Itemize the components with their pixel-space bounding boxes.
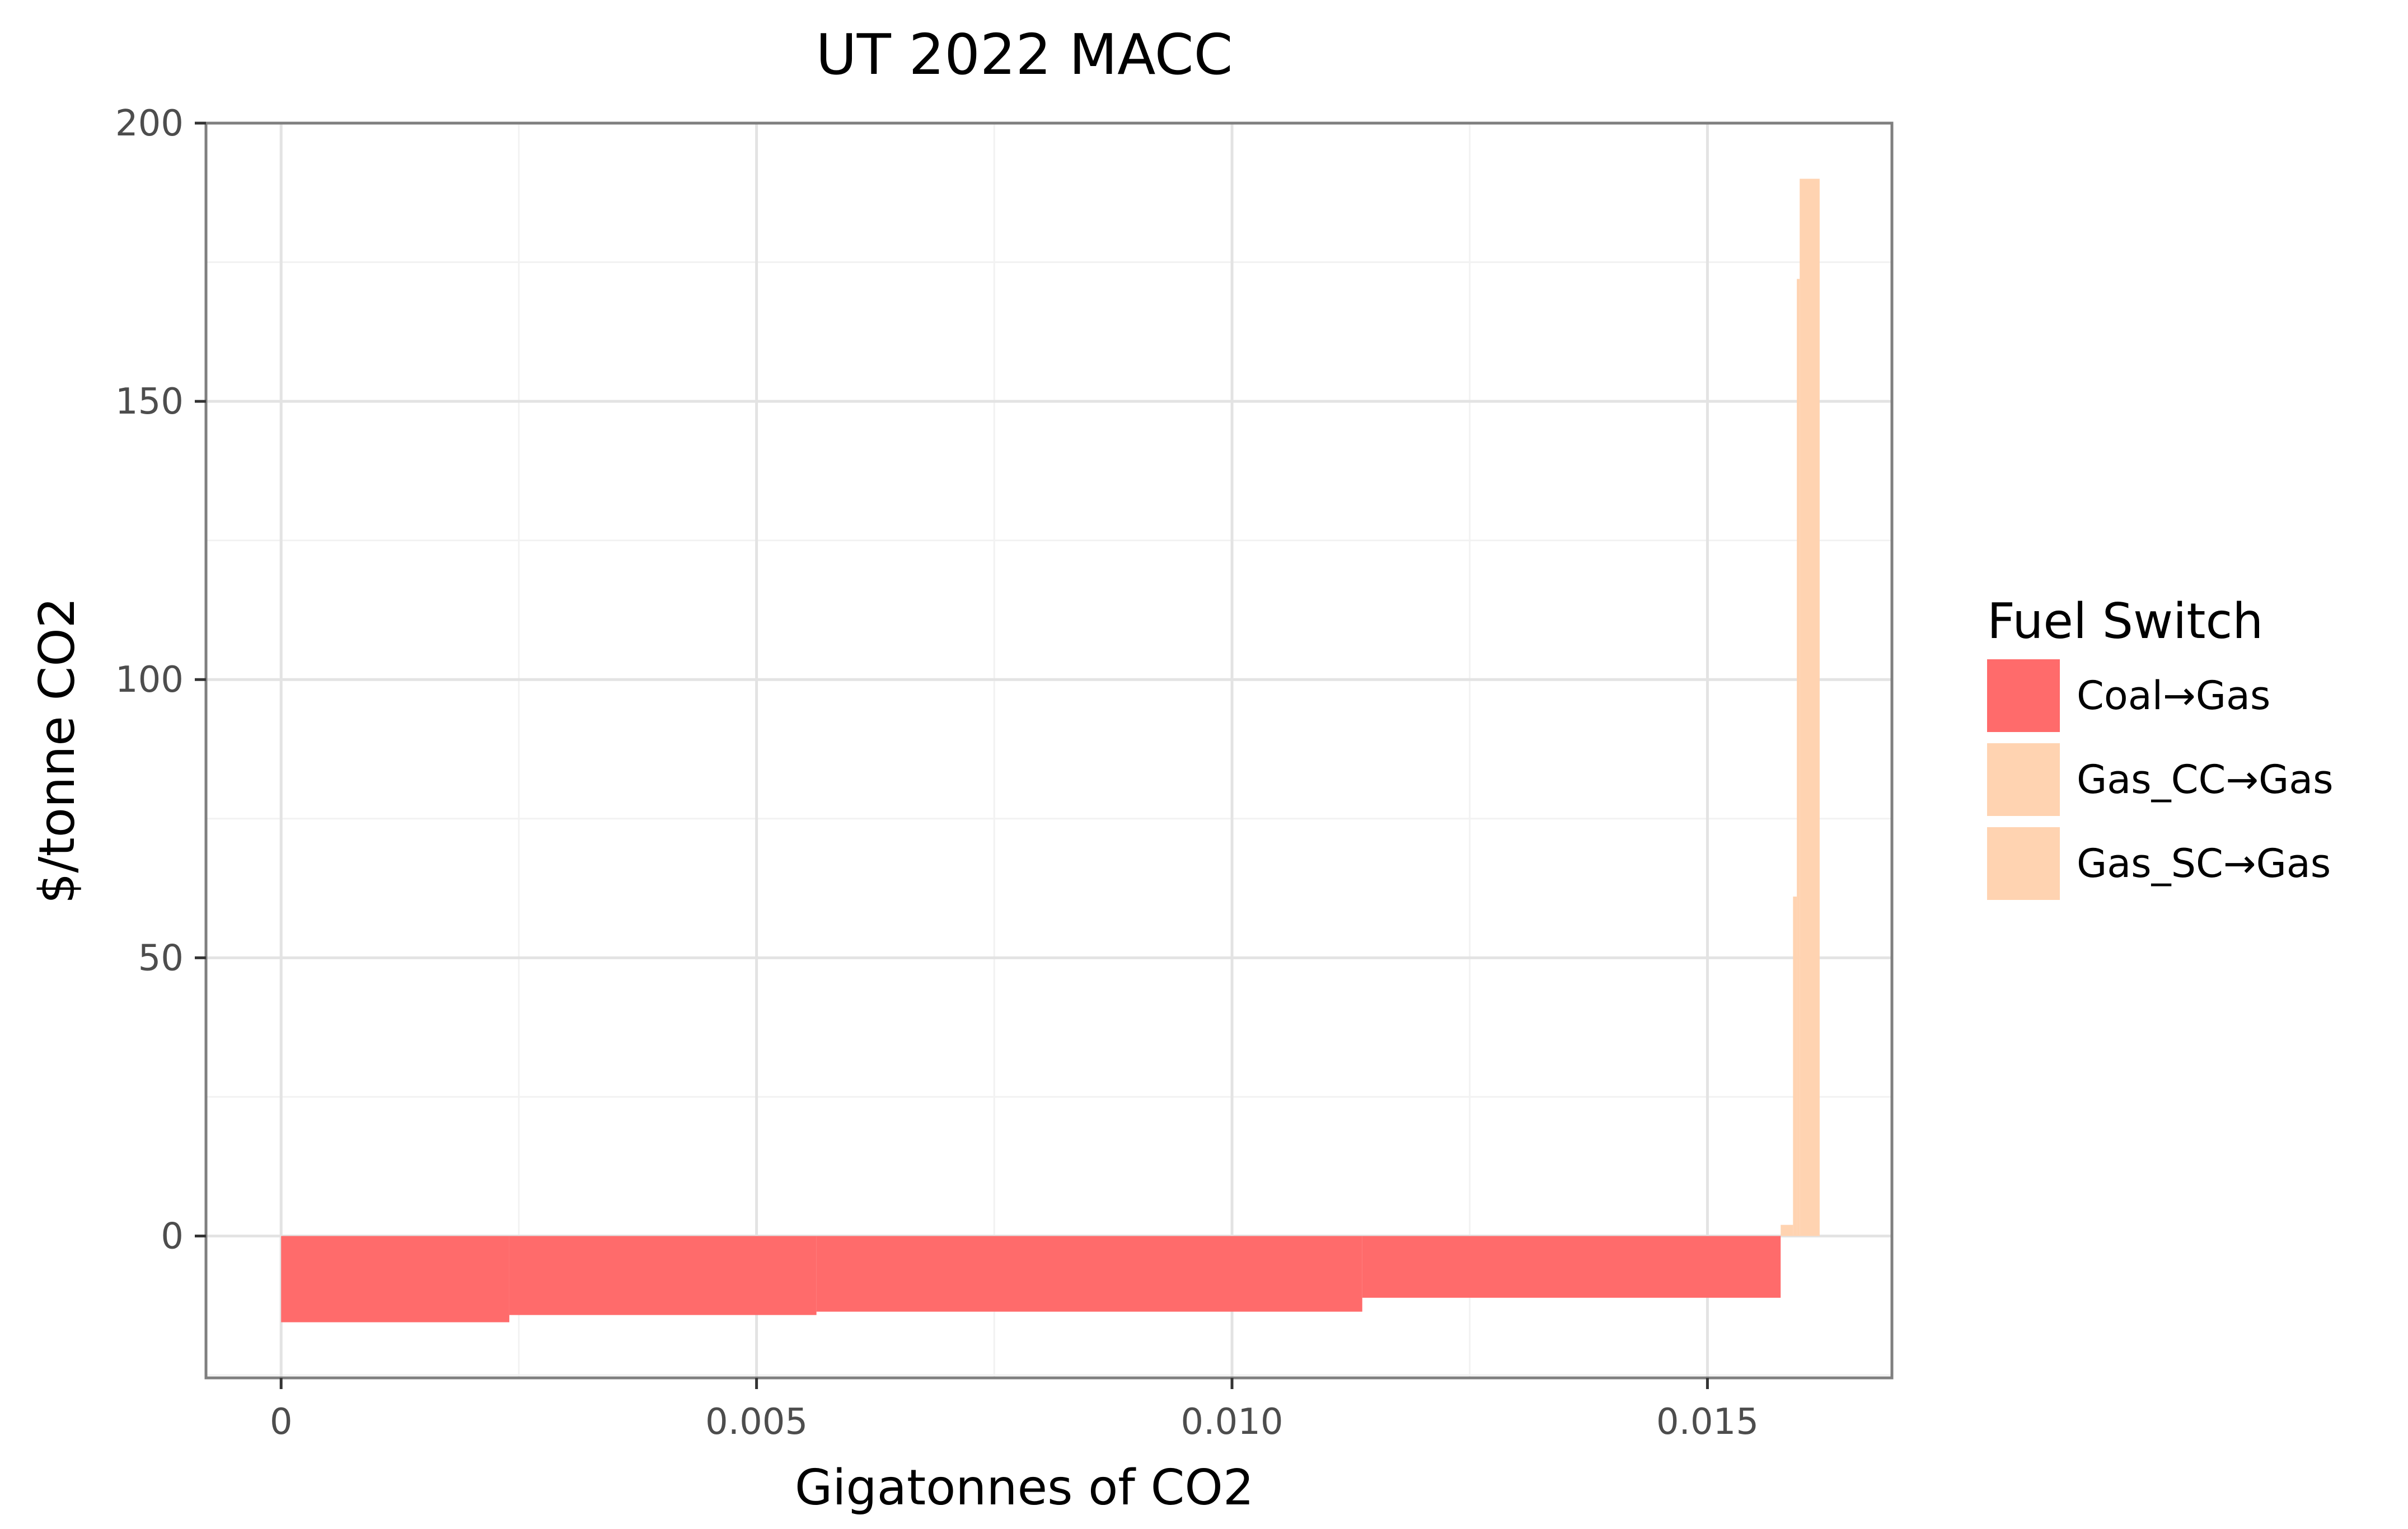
x-axis-label: Gigatonnes of CO2	[795, 1459, 1254, 1516]
legend-key	[1987, 743, 2060, 816]
bar-mark	[1793, 896, 1797, 1236]
legend-title: Fuel Switch	[1987, 593, 2263, 650]
legend: Fuel Switch Coal→Gas Gas_CC→Gas Gas_SC→Gas	[1987, 593, 2334, 900]
y-tick-label: 150	[115, 381, 184, 423]
y-axis-ticks: 0 50 100 150 200	[115, 103, 206, 1257]
bars	[281, 179, 1820, 1322]
y-tick-label: 0	[161, 1216, 184, 1257]
x-tick-label: 0	[270, 1401, 293, 1443]
legend-label: Coal→Gas	[2077, 673, 2270, 719]
bar-mark	[1781, 1225, 1793, 1236]
bar-mark	[509, 1236, 817, 1315]
legend-key	[1987, 659, 2060, 732]
bar-mark	[281, 1236, 509, 1322]
x-tick-label: 0.010	[1180, 1401, 1283, 1443]
major-gridlines	[206, 121, 1892, 1378]
minor-gridlines	[206, 123, 1892, 1378]
bar-mark	[1800, 179, 1820, 1236]
legend-key	[1987, 827, 2060, 900]
x-tick-label: 0.015	[1656, 1401, 1759, 1443]
legend-label: Gas_CC→Gas	[2077, 757, 2334, 803]
bar-mark	[1362, 1236, 1781, 1298]
legend-label: Gas_SC→Gas	[2077, 841, 2331, 887]
y-axis-label: $/tonne CO2	[29, 597, 86, 904]
plot-border	[204, 121, 1894, 1380]
bar-mark	[1797, 279, 1800, 1236]
y-tick-label: 100	[115, 659, 184, 701]
bar-mark	[816, 1236, 1362, 1312]
plot-panel	[206, 123, 1892, 1378]
x-axis-ticks: 0 0.005 0.010 0.015	[270, 1378, 1759, 1443]
y-tick-label: 50	[138, 937, 184, 979]
chart-title: UT 2022 MACC	[816, 22, 1233, 87]
y-tick-label: 200	[115, 103, 184, 144]
x-tick-label: 0.005	[705, 1401, 808, 1443]
